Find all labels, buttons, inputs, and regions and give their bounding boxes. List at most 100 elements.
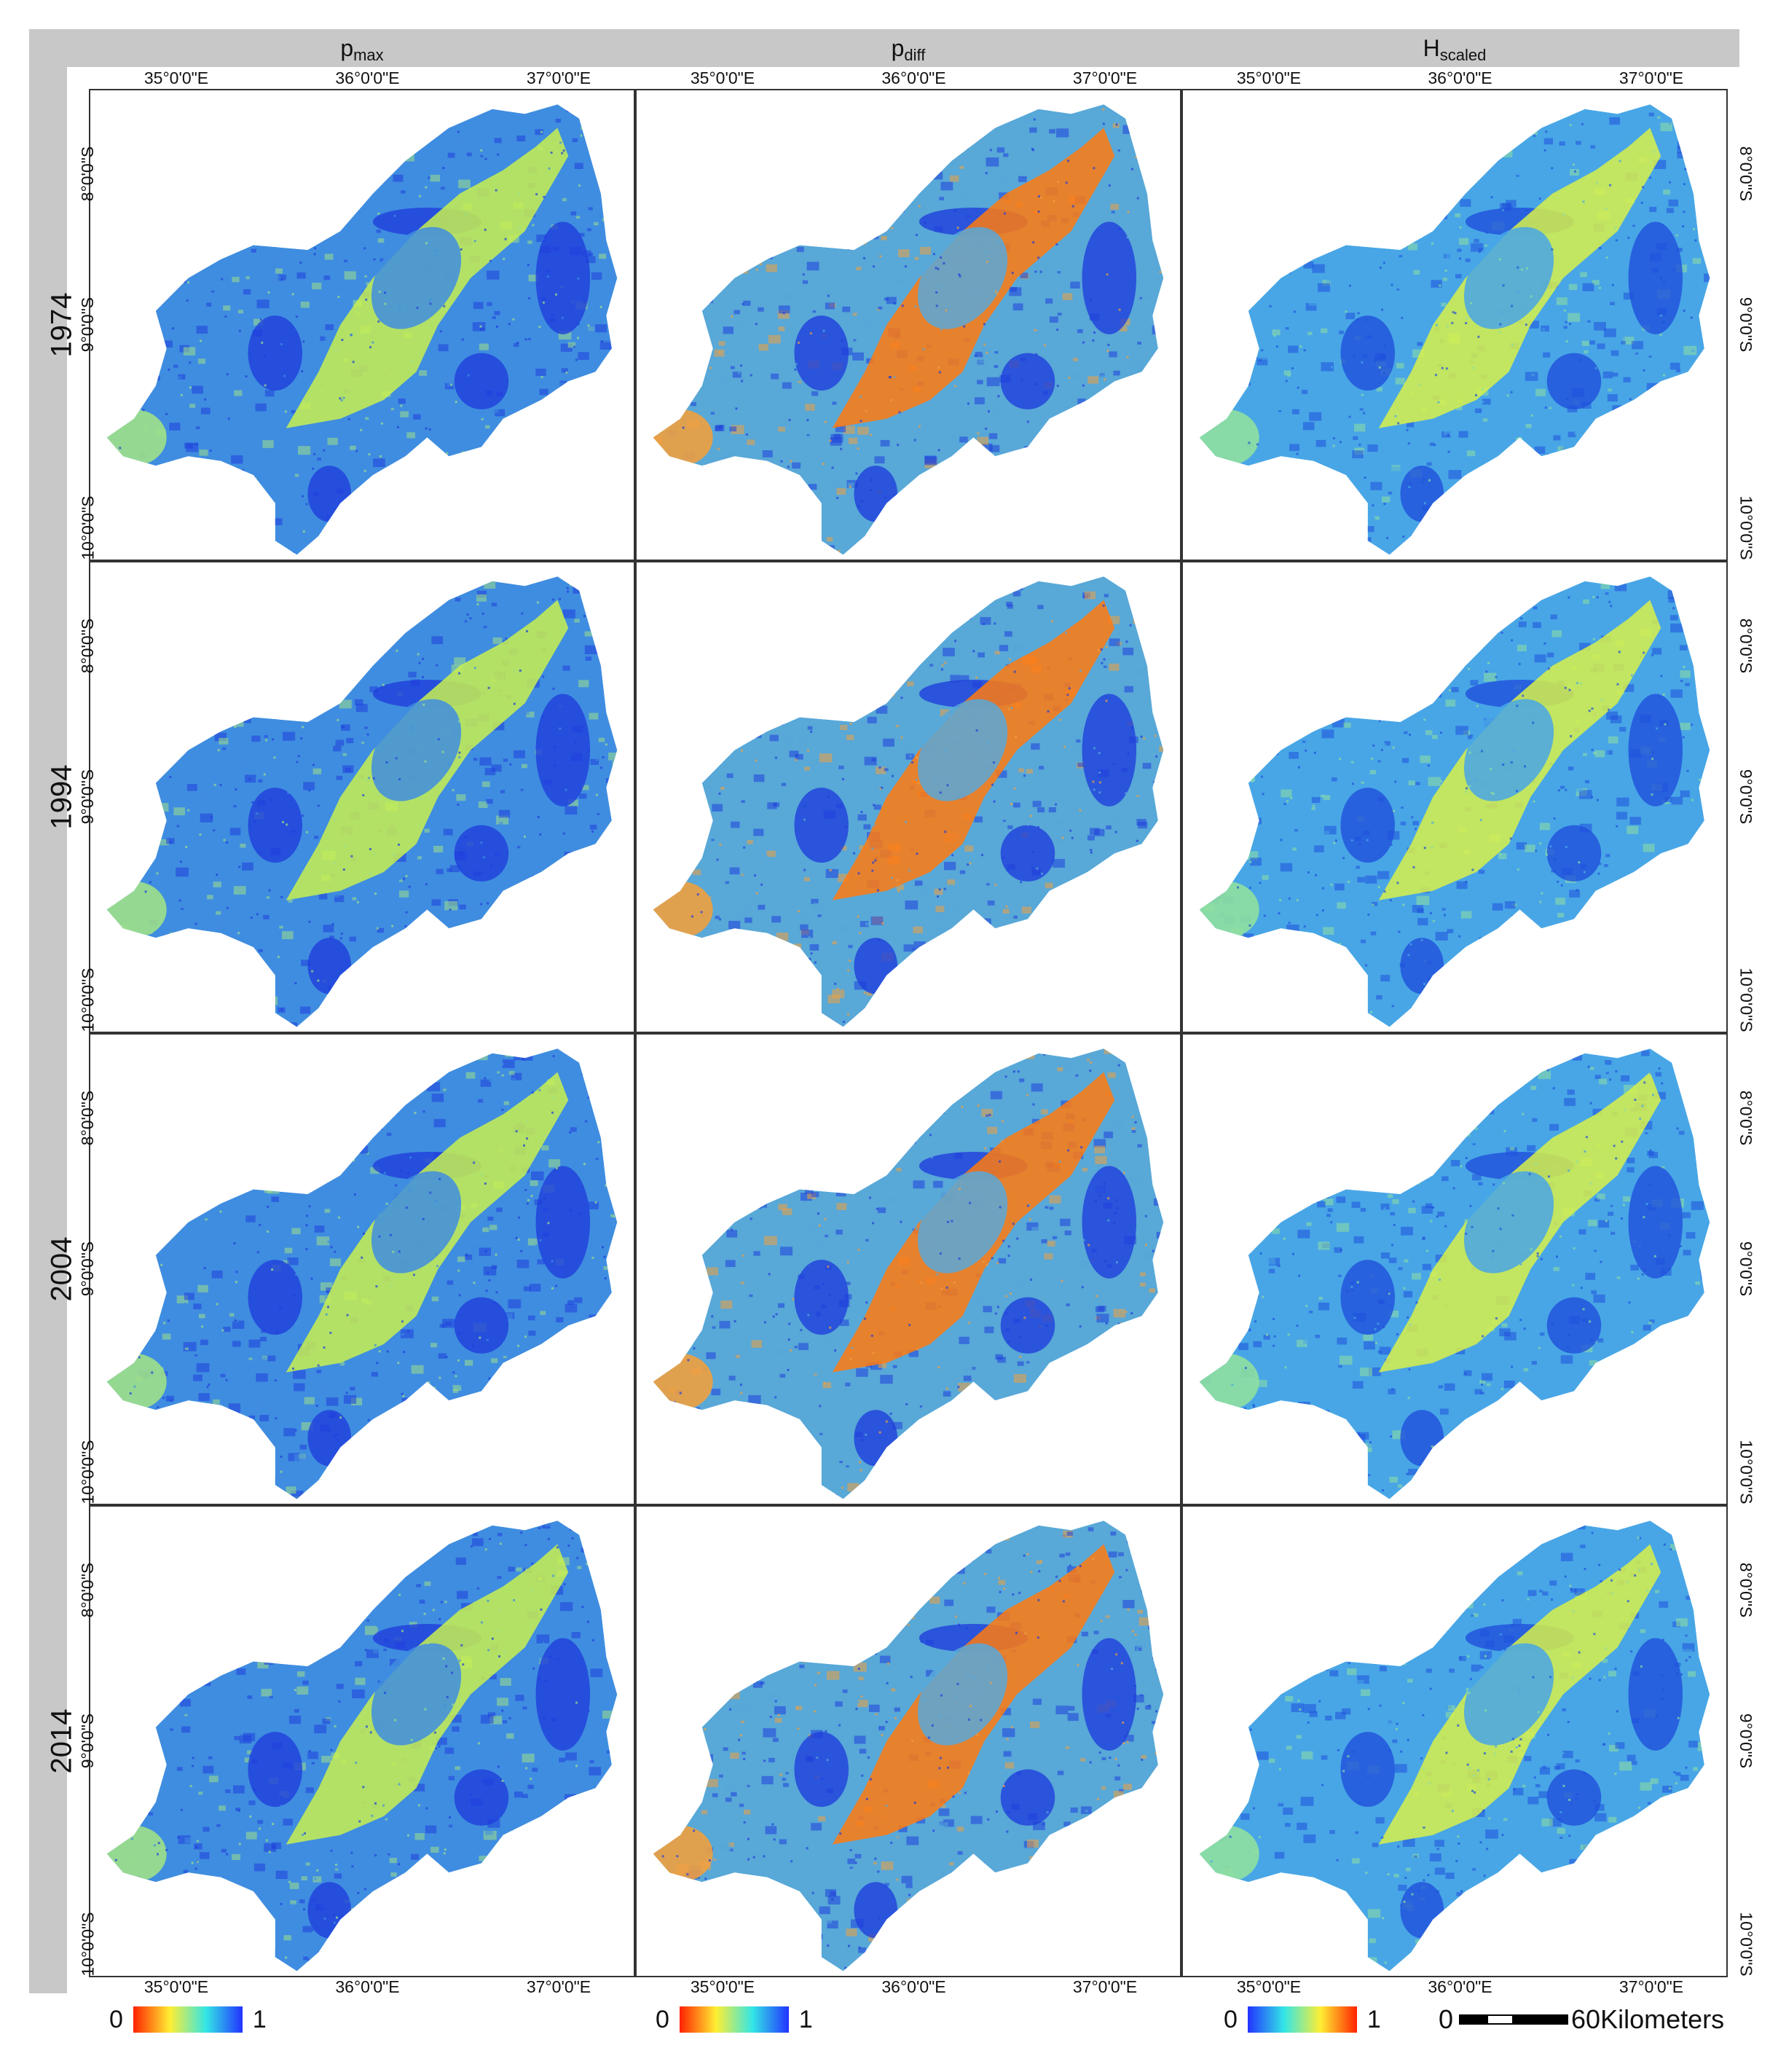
basin-map <box>1199 104 1710 555</box>
scale-bar-label: 60Kilometers <box>1571 2004 1725 2034</box>
colorbar <box>133 2006 243 2033</box>
colorbar <box>1247 2006 1357 2033</box>
longitude-tick-label: 37°0'0"E <box>1618 68 1684 87</box>
latitude-tick-label: 8°0'0"S <box>78 146 98 201</box>
basin-map <box>106 1520 618 1971</box>
map-grid <box>89 89 1728 1977</box>
low-value-patch <box>1000 1769 1055 1826</box>
basin-map <box>653 1048 1164 1499</box>
map-panel-pdiff-1974 <box>635 89 1181 561</box>
longitude-tick-label: 36°0'0"E <box>335 68 400 87</box>
map-panel-pdiff-1994 <box>635 561 1181 1033</box>
column-title-subscript: max <box>353 46 384 64</box>
low-value-patch <box>1628 1638 1683 1751</box>
longitude-tick-label: 37°0'0"E <box>1072 1977 1138 1996</box>
longitude-tick-label: 37°0'0"E <box>1618 1977 1684 1996</box>
low-value-patch <box>1082 1166 1137 1279</box>
longitude-tick-label: 36°0'0"E <box>881 1977 946 1996</box>
basin-map <box>1199 1048 1710 1499</box>
low-value-patch <box>1400 1410 1444 1467</box>
latitude-tick-label: 10°0'0"S <box>78 495 98 560</box>
scale-bar-zero: 0 <box>1439 2004 1454 2034</box>
column-title-pmax: pmax <box>253 29 471 67</box>
latitude-tick-label: 9°0'0"S <box>78 1241 98 1297</box>
basin-map <box>653 104 1164 555</box>
low-value-patch <box>307 1882 352 1939</box>
low-value-patch <box>1340 788 1396 863</box>
column-title-subscript: scaled <box>1439 46 1487 64</box>
low-value-patch <box>307 466 352 522</box>
colorbar-max-label: 1 <box>1366 2005 1381 2033</box>
low-value-patch <box>1340 1732 1396 1808</box>
low-value-patch <box>1400 466 1444 522</box>
low-value-patch <box>794 788 849 863</box>
latitude-tick-label: 10°0'0"S <box>1736 967 1756 1032</box>
low-value-patch <box>1628 221 1683 334</box>
low-value-patch <box>248 788 303 863</box>
low-value-patch <box>248 1260 303 1335</box>
longitude-tick-label: 37°0'0"E <box>526 68 591 87</box>
map-panel-pdiff-2014 <box>635 1505 1181 1977</box>
colorbar-min-label: 0 <box>109 2005 123 2033</box>
map-panel-hscaled-2004 <box>1181 1033 1728 1505</box>
low-value-patch <box>1546 1297 1602 1354</box>
map-panel-pmax-1974 <box>89 89 635 561</box>
colorbar-max-label: 1 <box>252 2005 267 2033</box>
basin-map <box>653 1520 1164 1971</box>
basin-map <box>1199 1520 1710 1971</box>
latitude-tick-label: 10°0'0"S <box>78 1439 98 1504</box>
low-value-patch <box>535 1166 591 1279</box>
map-panel-pmax-2004 <box>89 1033 635 1505</box>
basin-map <box>106 104 618 555</box>
low-value-patch <box>1082 221 1137 334</box>
low-value-patch <box>454 1297 509 1354</box>
latitude-tick-label: 8°0'0"S <box>1736 1562 1756 1617</box>
map-panel-pmax-1994 <box>89 561 635 1033</box>
low-value-patch <box>1000 353 1055 409</box>
latitude-tick-label: 10°0'0"S <box>78 1911 98 1977</box>
longitude-tick-label: 36°0'0"E <box>335 1977 400 1996</box>
colorbar-min-label: 0 <box>1224 2005 1238 2033</box>
latitude-tick-label: 9°0'0"S <box>1736 769 1756 825</box>
scale-bar-graphic <box>1459 2014 1569 2025</box>
longitude-tick-label: 35°0'0"E <box>1236 1977 1302 1996</box>
row-header-bar <box>29 29 67 1993</box>
latitude-tick-label: 8°0'0"S <box>1736 618 1756 673</box>
column-title-pdiff: pdiff <box>799 29 1018 67</box>
latitude-tick-label: 8°0'0"S <box>78 618 98 673</box>
low-value-patch <box>854 938 898 994</box>
low-value-patch <box>535 221 591 334</box>
longitude-tick-label: 35°0'0"E <box>143 68 209 87</box>
longitude-tick-label: 36°0'0"E <box>1428 68 1492 87</box>
column-title-hscaled: Hscaled <box>1345 29 1564 67</box>
longitude-tick-label: 35°0'0"E <box>690 1977 755 1996</box>
low-value-patch <box>794 1260 849 1335</box>
latitude-tick-label: 9°0'0"S <box>1736 297 1756 353</box>
colorbar-max-label: 1 <box>798 2005 813 2033</box>
map-panel-hscaled-1974 <box>1181 89 1728 561</box>
low-value-patch <box>1546 825 1602 882</box>
column-header-bar <box>29 29 1739 67</box>
low-value-patch <box>1546 353 1602 409</box>
low-value-patch <box>535 694 591 807</box>
low-value-patch <box>794 315 849 391</box>
low-value-patch <box>454 825 509 882</box>
colorbar <box>679 2006 789 2033</box>
low-value-patch <box>248 315 303 391</box>
latitude-tick-label: 10°0'0"S <box>1736 495 1756 560</box>
low-value-patch <box>1546 1769 1602 1826</box>
low-value-patch <box>1400 1882 1444 1939</box>
low-value-patch <box>535 1638 591 1751</box>
low-value-patch <box>854 1882 898 1939</box>
latitude-tick-label: 8°0'0"S <box>1736 1090 1756 1145</box>
low-value-patch <box>1082 694 1137 807</box>
latitude-tick-label: 9°0'0"S <box>78 769 98 825</box>
low-value-patch <box>454 1769 509 1826</box>
longitude-tick-label: 36°0'0"E <box>1428 1977 1492 1996</box>
colorbar-min-label: 0 <box>656 2005 669 2033</box>
latitude-tick-label: 9°0'0"S <box>78 1713 98 1769</box>
map-panel-pdiff-2004 <box>635 1033 1181 1505</box>
